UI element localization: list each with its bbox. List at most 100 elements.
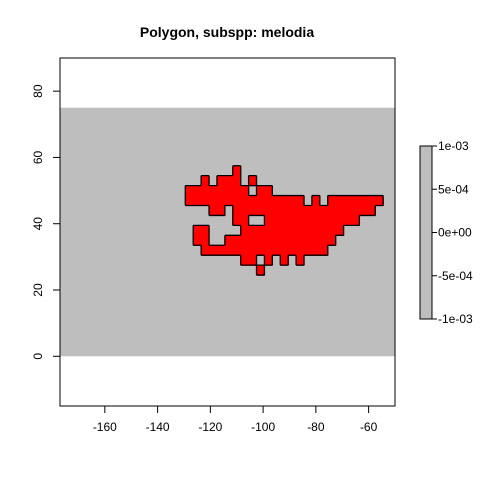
polygon-cell xyxy=(351,215,360,226)
polygon-cell xyxy=(201,196,210,207)
polygon-cell xyxy=(304,245,313,256)
polygon-cell xyxy=(272,225,281,236)
polygon-cell xyxy=(280,255,289,266)
polygon-cell xyxy=(320,205,329,216)
polygon-cell xyxy=(264,255,273,266)
colorbar-tick-label: 5e-04 xyxy=(438,182,469,196)
polygon-cell xyxy=(257,225,266,236)
colorbar-tick-label: -5e-04 xyxy=(438,269,473,283)
polygon-cell xyxy=(328,196,337,207)
polygon-cell xyxy=(280,196,289,207)
polygon-cell xyxy=(264,225,273,236)
polygon-cell xyxy=(249,196,258,207)
polygon-cell xyxy=(217,205,226,216)
polygon-cell xyxy=(233,215,242,226)
y-tick-label: 80 xyxy=(31,84,45,98)
polygon-cell xyxy=(328,215,337,226)
polygon-cell xyxy=(288,215,297,226)
polygon-cell xyxy=(304,235,313,246)
polygon-cell xyxy=(336,215,345,226)
polygon-cell xyxy=(225,196,234,207)
polygon-cell xyxy=(249,176,258,187)
polygon-cell xyxy=(241,245,250,256)
polygon-cell xyxy=(257,245,266,256)
y-tick-label: 60 xyxy=(31,150,45,164)
polygon-cell xyxy=(312,196,321,207)
polygon-cell xyxy=(201,176,210,187)
polygon-cell xyxy=(320,215,329,226)
polygon-cell xyxy=(280,245,289,256)
polygon-cell xyxy=(264,205,273,216)
polygon-cell xyxy=(185,186,194,197)
x-tick-label: -120 xyxy=(198,420,222,434)
polygon-cell xyxy=(233,186,242,197)
polygon-cell xyxy=(225,186,234,197)
plot-area xyxy=(60,58,395,406)
colorbar-legend: -1e-03 -5e-04 0e+00 5e-04 1e-03 xyxy=(420,139,473,326)
polygon-cell xyxy=(201,186,210,197)
x-tick-label: -80 xyxy=(307,420,325,434)
polygon-cell xyxy=(320,235,329,246)
polygon-cell xyxy=(328,205,337,216)
polygon-cell xyxy=(193,225,202,236)
polygon-cell xyxy=(336,205,345,216)
polygon-cell xyxy=(249,245,258,256)
polygon-cell xyxy=(264,186,273,197)
polygon-cell xyxy=(375,196,384,207)
polygon-cell xyxy=(280,215,289,226)
polygon-cell xyxy=(193,235,202,246)
x-tick-label: -160 xyxy=(93,420,117,434)
colorbar xyxy=(420,146,432,319)
polygon-cell xyxy=(367,196,376,207)
polygon-cell xyxy=(233,235,242,246)
polygon-cell xyxy=(257,186,266,197)
polygon-cell xyxy=(272,196,281,207)
polygon-cell xyxy=(257,265,266,276)
polygon-cell xyxy=(185,196,194,207)
polygon-cell xyxy=(233,166,242,177)
polygon-cell xyxy=(344,215,353,226)
polygon-cell xyxy=(296,225,305,236)
polygon-cell xyxy=(312,225,321,236)
polygon-cell xyxy=(288,196,297,207)
polygon-cell xyxy=(288,245,297,256)
polygon-cell xyxy=(296,205,305,216)
polygon-cell xyxy=(336,225,345,236)
y-axis: 020406080 xyxy=(31,84,60,359)
polygon-cell xyxy=(344,205,353,216)
polygon-cell xyxy=(241,196,250,207)
polygon-cell xyxy=(249,235,258,246)
polygon-cell xyxy=(201,235,210,246)
polygon-cell xyxy=(280,235,289,246)
polygon-cell xyxy=(296,255,305,266)
x-tick-label: -140 xyxy=(146,420,170,434)
polygon-cell xyxy=(257,196,266,207)
polygon-cell xyxy=(304,205,313,216)
polygon-cell xyxy=(296,235,305,246)
polygon-cell xyxy=(328,225,337,236)
polygon-cell xyxy=(312,235,321,246)
polygon-cell xyxy=(201,245,210,256)
polygon-cell xyxy=(209,196,218,207)
polygon-cell xyxy=(264,196,273,207)
polygon-cell xyxy=(225,176,234,187)
polygon-cell xyxy=(272,235,281,246)
x-axis: -160 -140 -120 -100 -80 -60 xyxy=(93,406,378,434)
polygon-cell xyxy=(233,176,242,187)
polygon-cell xyxy=(280,205,289,216)
polygon-cell xyxy=(351,205,360,216)
polygon-cell xyxy=(217,186,226,197)
polygon-cell xyxy=(225,245,234,256)
polygon-cell xyxy=(249,205,258,216)
polygon-cell xyxy=(217,176,226,187)
polygon-cell xyxy=(351,196,360,207)
colorbar-tick-label: 0e+00 xyxy=(438,226,472,240)
polygon-cell xyxy=(209,205,218,216)
polygon-cell xyxy=(320,225,329,236)
polygon-cell xyxy=(233,196,242,207)
polygon-cell xyxy=(233,205,242,216)
polygon-cell xyxy=(241,186,250,197)
polygon-cell xyxy=(249,225,258,236)
polygon-cell xyxy=(257,205,266,216)
polygon-cell xyxy=(359,205,368,216)
